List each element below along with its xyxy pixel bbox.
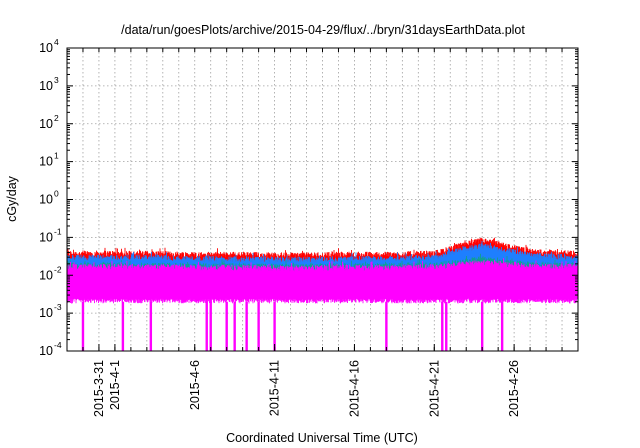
dropout-spike [225, 301, 228, 351]
y-tick-label: 10 [39, 79, 53, 93]
y-tick-exponent: -3 [54, 302, 62, 312]
dropout-spike [445, 301, 448, 351]
y-tick-exponent: -4 [54, 340, 62, 350]
x-tick-label: 2015-4-16 [347, 360, 361, 417]
x-axis: 2015-3-31 2015-4-1 2015-4-6 2015-4-11 2015-4… [82, 48, 563, 417]
y-tick-label: 10 [39, 155, 53, 169]
y-tick-exponent: -1 [54, 226, 62, 236]
y-tick-exponent: 2 [54, 113, 59, 123]
x-tick-label: 2015-3-31 [92, 360, 106, 417]
y-tick-exponent: 4 [54, 37, 59, 47]
y-tick-label: 10 [39, 41, 53, 55]
dropout-spike [480, 301, 484, 351]
dropout-spike [121, 301, 125, 351]
dropout-spike [233, 301, 236, 351]
x-tick-label: 2015-4-26 [507, 360, 521, 417]
y-axis-label: cGy/day [5, 175, 19, 222]
dropout-spike [273, 301, 276, 351]
y-tick-label: 10 [39, 193, 53, 207]
y-tick-exponent: 3 [54, 75, 59, 85]
y-tick-label: 10 [39, 268, 53, 282]
y-tick-label: 10 [39, 117, 53, 131]
dropout-spike [257, 301, 260, 351]
dropout-spike [441, 301, 444, 351]
y-tick-label: 10 [39, 344, 53, 358]
dropout-spike [205, 301, 208, 351]
dropout-spike [245, 301, 248, 351]
data-series [67, 237, 578, 351]
x-tick-label: 2015-4-1 [108, 360, 122, 410]
y-tick-exponent: -2 [54, 264, 62, 274]
dropout-spike [81, 301, 85, 351]
y-tick-exponent: 1 [54, 151, 59, 161]
x-tick-label: 2015-4-11 [268, 360, 282, 416]
x-tick-label: 2015-4-6 [188, 360, 202, 410]
dropout-spike [209, 301, 212, 351]
dropout-spike [500, 301, 504, 351]
x-tick-label: 2015-4-21 [427, 360, 441, 417]
dropout-spike [149, 301, 153, 351]
dropout-spike [385, 301, 388, 351]
y-tick-label: 10 [39, 306, 53, 320]
y-tick-label: 10 [39, 230, 53, 244]
y-tick-exponent: 0 [54, 189, 59, 199]
x-axis-label: Coordinated Universal Time (UTC) [226, 431, 418, 445]
chart-title: /data/run/goesPlots/archive/2015-04-29/f… [121, 23, 525, 37]
dropouts [81, 301, 504, 351]
